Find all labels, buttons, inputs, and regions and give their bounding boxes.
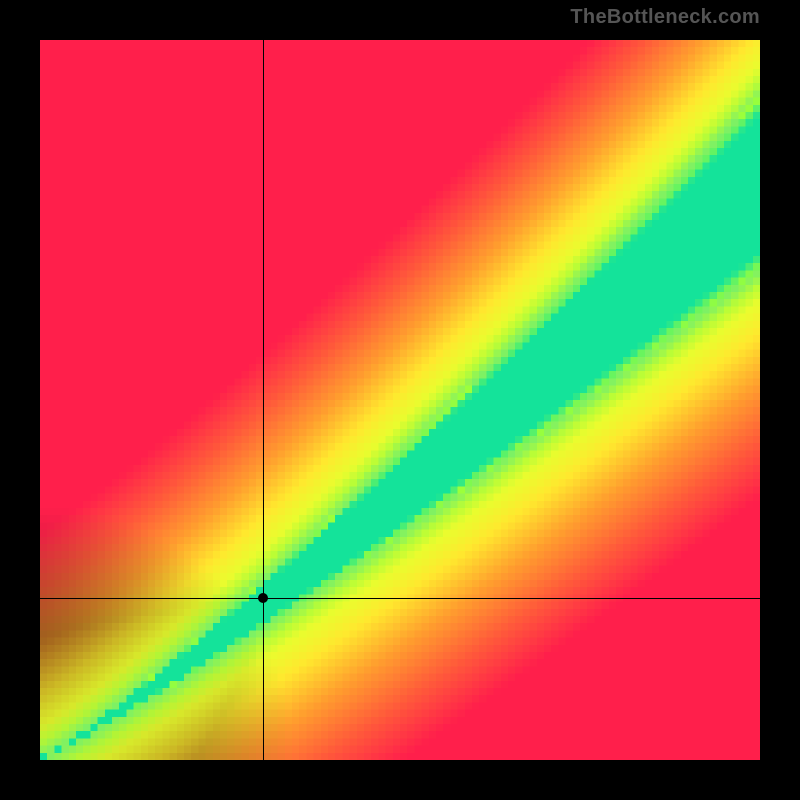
crosshair-horizontal xyxy=(40,598,760,599)
heatmap-canvas xyxy=(40,40,760,760)
bottleneck-heatmap xyxy=(40,40,760,760)
selection-marker xyxy=(258,593,268,603)
watermark-text: TheBottleneck.com xyxy=(570,6,760,29)
crosshair-vertical xyxy=(263,40,264,760)
